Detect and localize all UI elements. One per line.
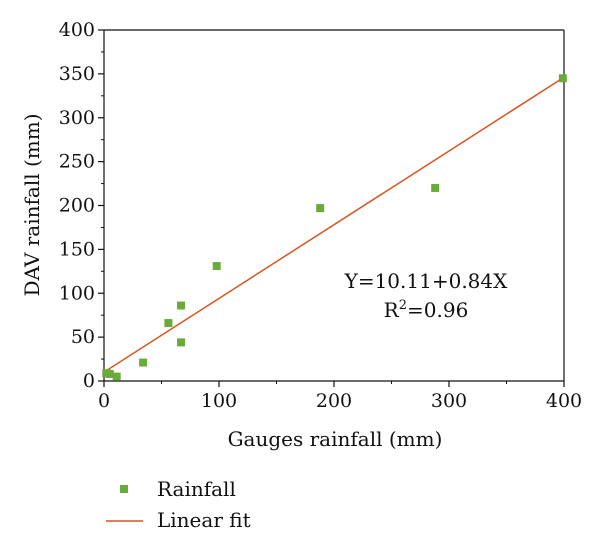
y-tick-label: 300 xyxy=(59,107,95,129)
legend-label-rainfall: Rainfall xyxy=(157,477,236,501)
rainfall-point xyxy=(177,338,186,347)
x-tick-label: 0 xyxy=(98,390,110,412)
r-squared-value: =0.96 xyxy=(407,298,468,322)
y-tick-label: 100 xyxy=(59,282,95,304)
y-tick-label: 250 xyxy=(59,151,95,173)
rainfall-point xyxy=(177,301,186,310)
x-tick-label: 200 xyxy=(316,390,352,412)
rainfall-point xyxy=(558,74,567,83)
fit-equation: Y=10.11+0.84X xyxy=(344,269,509,293)
y-tick-label: 150 xyxy=(59,238,95,260)
rainfall-point xyxy=(212,262,221,271)
ticks: 0 50 100 150 200 250 300 350 400 0 100 200 300 400 xyxy=(59,19,582,412)
linear-fit-line xyxy=(103,76,565,373)
rainfall-point xyxy=(112,372,121,381)
x-tick-label: 300 xyxy=(431,390,467,412)
x-axis-title: Gauges rainfall (mm) xyxy=(228,427,443,451)
r-squared-superscript: 2 xyxy=(399,298,407,313)
legend-label-linear-fit: Linear fit xyxy=(157,508,251,532)
y-tick-label: 350 xyxy=(59,63,95,85)
y-tick-label: 0 xyxy=(83,370,95,392)
legend: Rainfall Linear fit xyxy=(106,477,251,532)
rainfall-point xyxy=(164,319,173,328)
r-squared: R2=0.96 xyxy=(384,298,469,322)
y-tick-label: 200 xyxy=(59,195,95,217)
rainfall-point xyxy=(316,204,325,213)
y-tick-label: 400 xyxy=(59,19,95,41)
rainfall-point xyxy=(139,358,148,367)
data-marks xyxy=(102,74,567,381)
legend-marker-rainfall xyxy=(120,485,128,493)
x-tick-label: 100 xyxy=(201,390,237,412)
y-tick-label: 50 xyxy=(71,326,95,348)
rainfall-point xyxy=(105,369,114,378)
x-tick-label: 400 xyxy=(546,390,582,412)
r-squared-symbol: R xyxy=(384,298,400,322)
y-axis-title: DAV rainfall (mm) xyxy=(20,113,44,296)
rainfall-point xyxy=(431,183,440,192)
